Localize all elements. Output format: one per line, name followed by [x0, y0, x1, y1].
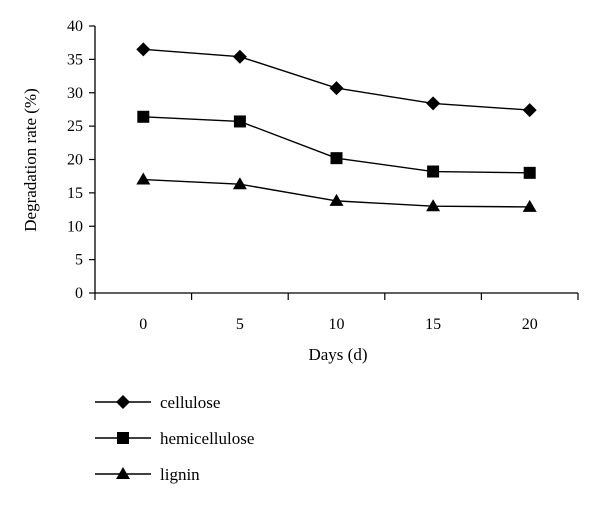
- lignin-point: [426, 199, 441, 212]
- legend-item-cellulose: cellulose: [95, 393, 220, 412]
- hemicellulose-point: [427, 165, 440, 178]
- y-tick-label: 20: [67, 152, 83, 169]
- series-hemicellulose: [137, 110, 536, 179]
- y-tick-label: 25: [67, 118, 83, 135]
- x-tick-label: 5: [236, 316, 244, 333]
- legend-label: lignin: [160, 465, 200, 484]
- y-tick-label: 5: [75, 252, 83, 269]
- legend-marker-cellulose: [116, 395, 130, 409]
- series-lignin: [136, 172, 537, 212]
- legend-label: cellulose: [160, 393, 220, 412]
- legend-marker-lignin: [116, 467, 130, 479]
- legend-label: hemicellulose: [160, 429, 254, 448]
- cellulose-point: [232, 49, 247, 64]
- lignin-point: [329, 193, 344, 206]
- series-cellulose: [136, 42, 537, 118]
- y-tick-label: 35: [67, 51, 83, 68]
- x-tick-label: 20: [522, 316, 538, 333]
- lignin-point: [522, 199, 537, 212]
- cellulose-point: [426, 96, 441, 111]
- series-line-hemicellulose: [143, 116, 530, 174]
- y-tick-label: 0: [75, 285, 83, 302]
- hemicellulose-point: [233, 115, 246, 128]
- cellulose-point: [136, 42, 151, 57]
- x-tick-label: 15: [425, 316, 441, 333]
- hemicellulose-point: [330, 152, 343, 165]
- cellulose-point: [329, 81, 344, 96]
- y-axis: 0 5 10 15 20 25 30 35 40: [67, 18, 96, 302]
- series-layer: [136, 42, 537, 212]
- y-tick-label: 10: [67, 218, 83, 235]
- lignin-point: [136, 172, 151, 185]
- lignin-point: [232, 177, 247, 190]
- y-tick-label: 40: [67, 18, 83, 35]
- hemicellulose-point: [137, 110, 150, 123]
- series-line-cellulose: [143, 48, 530, 111]
- cellulose-point: [522, 103, 537, 118]
- x-axis-title: Days (d): [308, 345, 367, 364]
- y-axis-title: Degradation rate (%): [21, 88, 40, 231]
- x-tick-label: 10: [329, 316, 345, 333]
- legend-item-lignin: lignin: [95, 465, 200, 484]
- legend-item-hemicellulose: hemicellulose: [95, 429, 254, 448]
- y-tick-label: 30: [67, 85, 83, 102]
- y-tick-label: 15: [67, 185, 83, 202]
- x-axis: 0 5 10 15 20: [94, 292, 579, 333]
- legend-marker-hemicellulose: [117, 432, 129, 444]
- hemicellulose-point: [523, 166, 536, 179]
- legend: cellulose hemicellulose lignin: [95, 393, 254, 484]
- x-tick-label: 0: [139, 316, 147, 333]
